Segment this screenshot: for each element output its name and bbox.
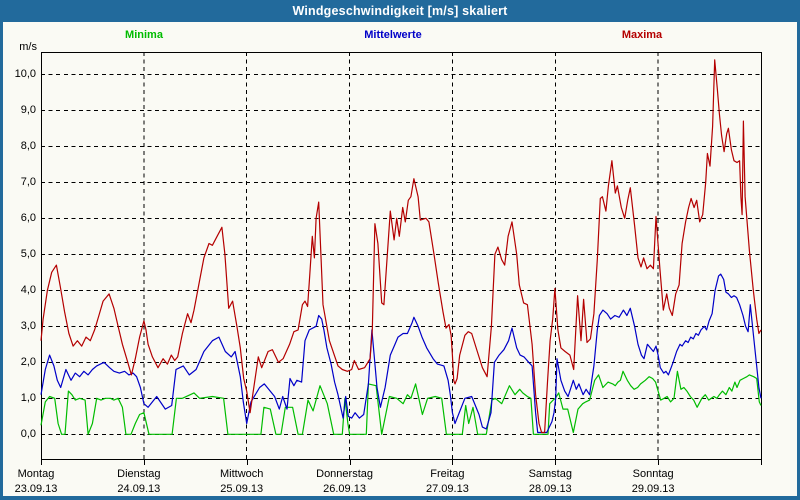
- y-axis-tick-label: 6,0: [20, 212, 36, 225]
- y-axis-tick-label: 9,0: [20, 104, 36, 117]
- series-line-maxima: [40, 59, 762, 434]
- day-name-label: Sonntag: [632, 468, 674, 480]
- window-frame-right: [797, 22, 800, 500]
- day-name-label: Dienstag: [117, 468, 161, 480]
- plot-border: [41, 52, 762, 460]
- day-date-label: 27.09.13: [426, 483, 469, 495]
- y-axis-tick-label: 8,0: [20, 140, 36, 153]
- y-axis-tick-label: 7,0: [20, 176, 36, 189]
- legend-item-mittelwerte: Mittelwerte: [364, 29, 422, 41]
- day-name-label: Samstag: [528, 468, 572, 480]
- series-line-minima: [40, 370, 762, 435]
- day-date-label: 28.09.13: [528, 483, 572, 495]
- y-axis-tick-label: 3,0: [20, 320, 36, 333]
- legend-item-maxima: Maxima: [621, 29, 663, 41]
- legend-item-minima: Minima: [125, 29, 163, 41]
- y-axis-unit-label: m/s: [19, 41, 37, 53]
- y-axis-tick-label: 4,0: [20, 284, 36, 297]
- y-axis-tick-label: 5,0: [20, 248, 36, 261]
- y-axis-tick-label: 1,0: [20, 392, 36, 405]
- y-axis-tick-label: 10,0: [14, 68, 36, 81]
- day-date-label: 25.09.13: [220, 483, 264, 495]
- y-axis-tick-label: 0,0: [20, 428, 36, 441]
- day-name-label: Montag: [17, 468, 55, 480]
- window-title: Windgeschwindigkeit [m/s] skaliert: [292, 4, 508, 18]
- day-date-label: 24.09.13: [117, 483, 161, 495]
- day-date-label: 29.09.13: [631, 483, 675, 495]
- y-axis-tick-label: 2,0: [20, 356, 36, 369]
- series-line-mittelwerte: [40, 273, 762, 434]
- day-name-label: Donnerstag: [316, 468, 373, 480]
- window-frame-bottom: [0, 496, 800, 500]
- day-name-label: Mittwoch: [220, 468, 264, 480]
- window-frame-left: [0, 22, 3, 500]
- day-date-label: 26.09.13: [323, 483, 366, 495]
- day-name-label: Freitag: [430, 468, 465, 480]
- day-date-label: 23.09.13: [14, 483, 58, 495]
- window-titlebar: Windgeschwindigkeit [m/s] skaliert: [0, 0, 800, 22]
